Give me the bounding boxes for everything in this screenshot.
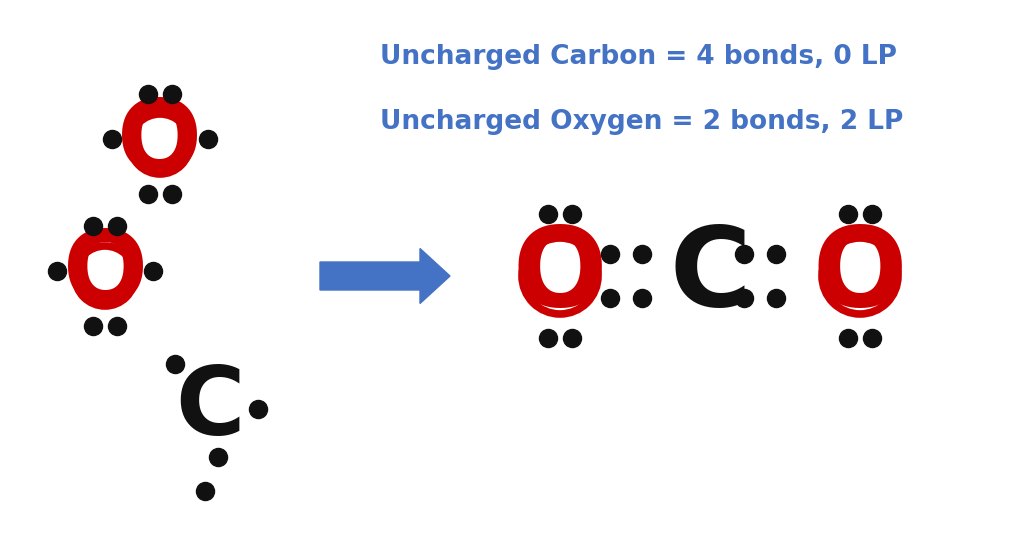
Text: Uncharged Oxygen = 2 bonds, 2 LP: Uncharged Oxygen = 2 bonds, 2 LP: [380, 109, 903, 135]
Text: O: O: [813, 223, 907, 330]
Text: O: O: [118, 95, 203, 192]
Text: O: O: [513, 223, 607, 330]
Text: Uncharged Carbon = 4 bonds, 0 LP: Uncharged Carbon = 4 bonds, 0 LP: [380, 44, 897, 70]
FancyArrow shape: [319, 249, 450, 304]
Text: C: C: [670, 223, 751, 330]
Text: O: O: [62, 228, 147, 325]
Text: C: C: [175, 363, 245, 455]
